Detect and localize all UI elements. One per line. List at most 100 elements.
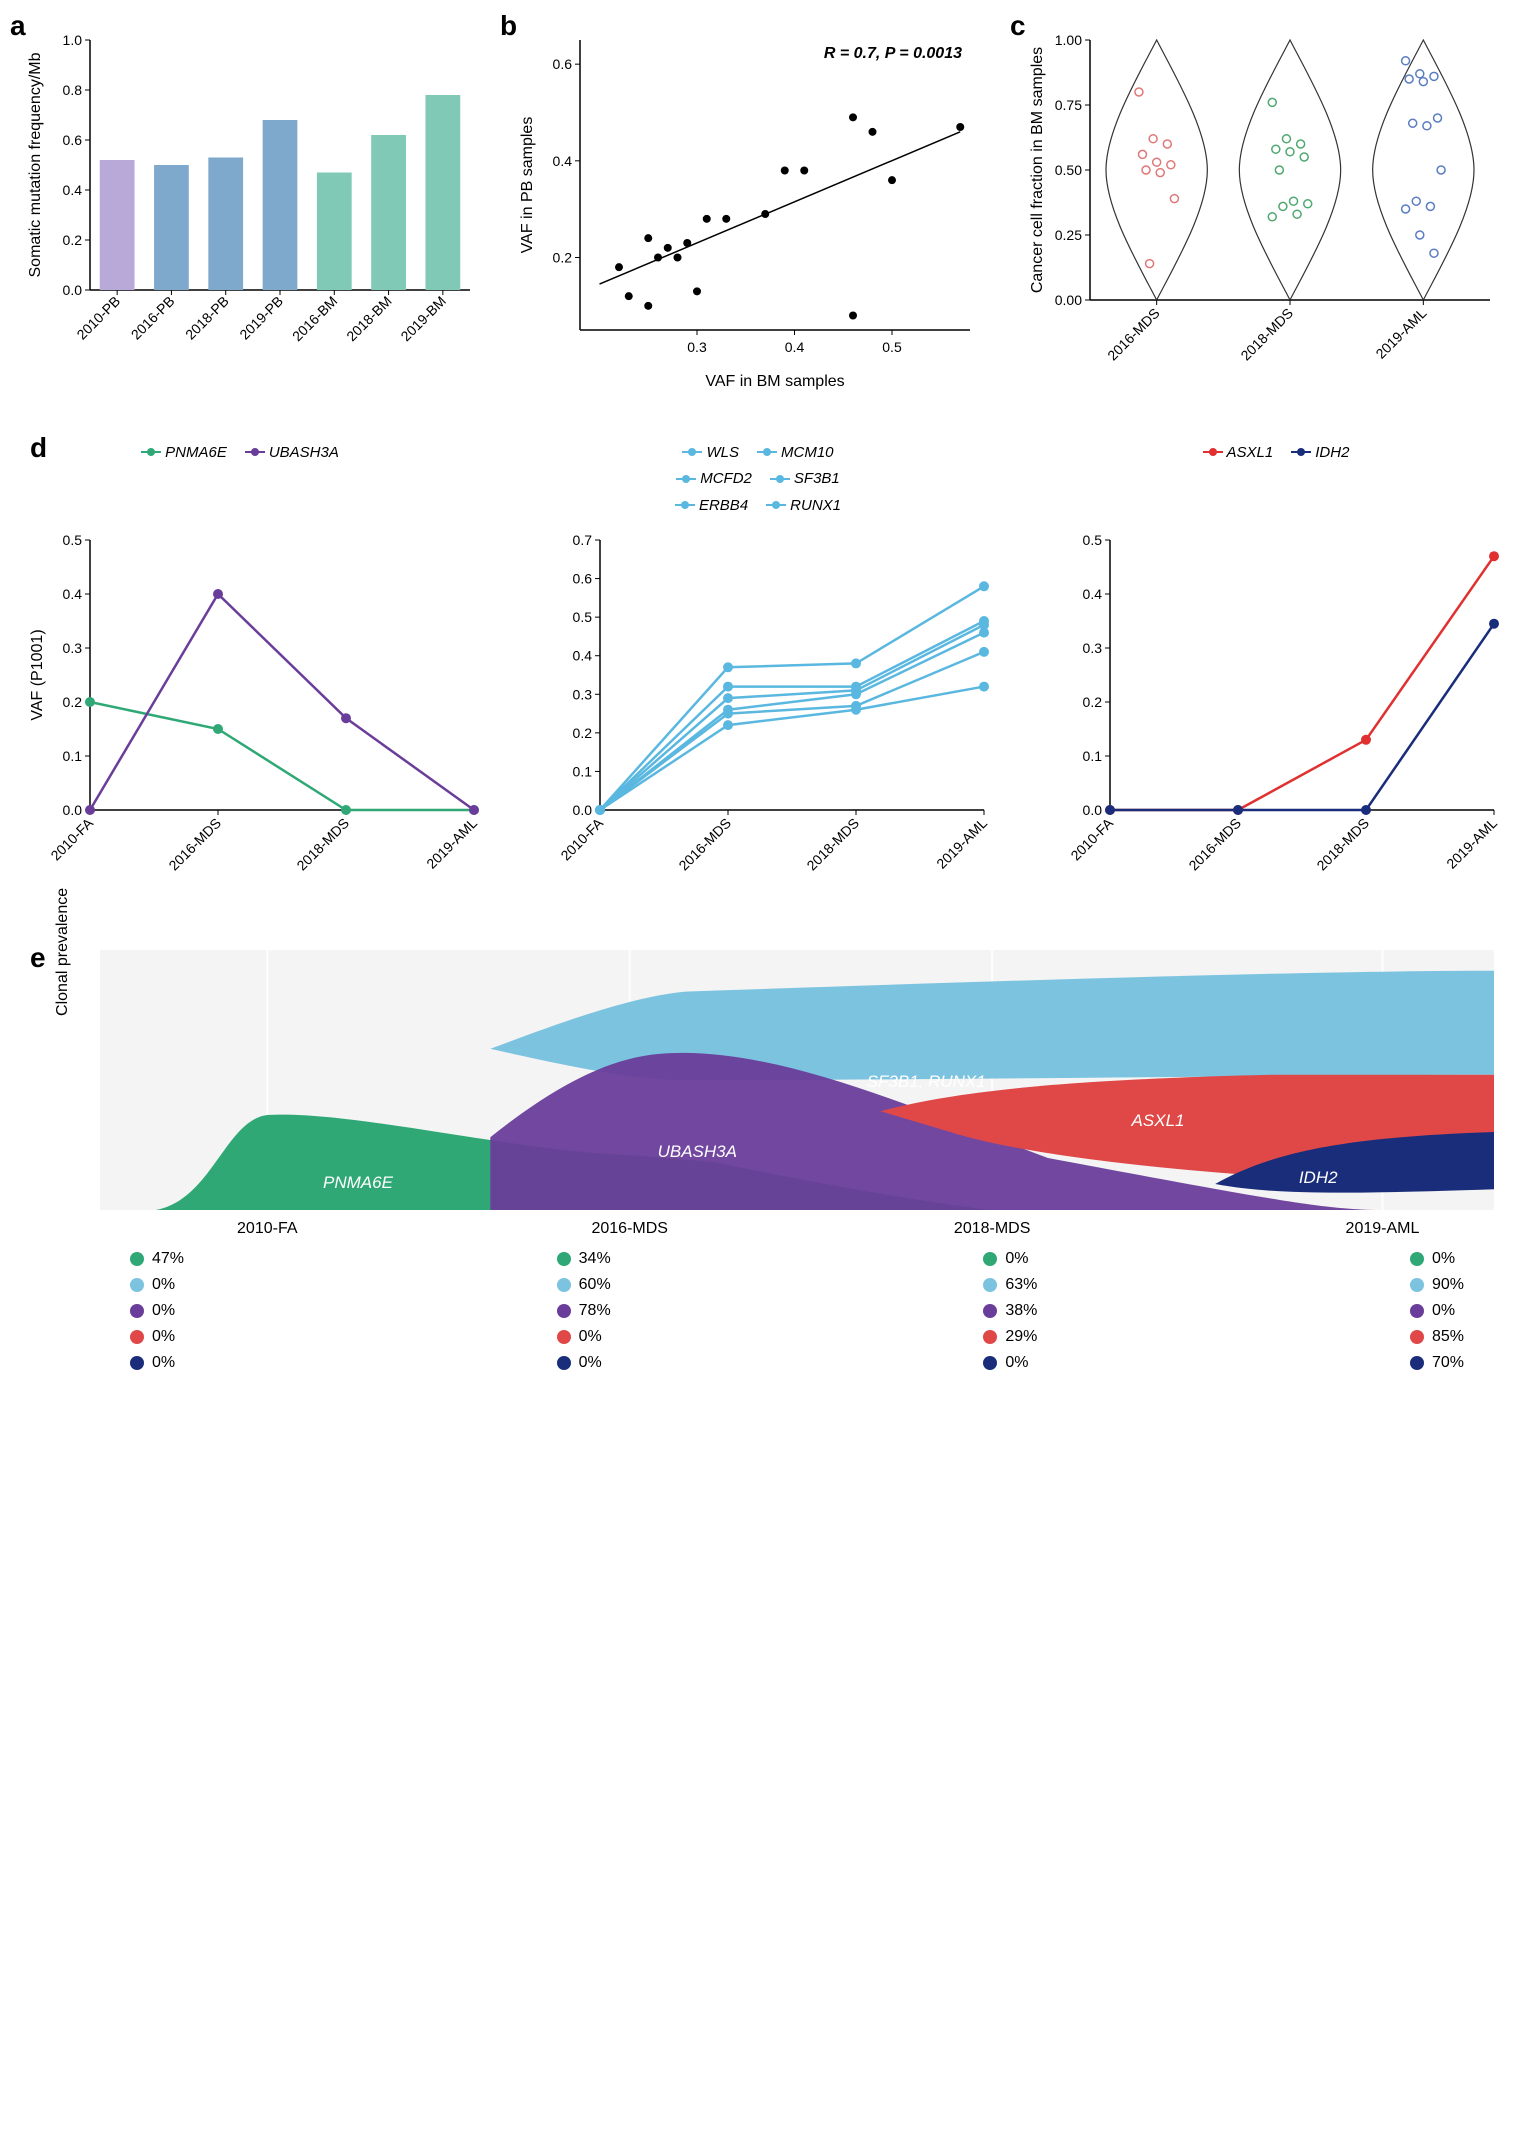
legend-label: UBASH3A bbox=[269, 444, 339, 461]
svg-text:0.4: 0.4 bbox=[785, 339, 805, 355]
pct-dot bbox=[1410, 1330, 1424, 1344]
pct-dot bbox=[983, 1252, 997, 1266]
pct-value: 0% bbox=[152, 1276, 175, 1294]
legend-item: ERBB4 bbox=[675, 497, 748, 514]
legend-label: RUNX1 bbox=[790, 497, 841, 514]
svg-text:2019-PB: 2019-PB bbox=[236, 293, 286, 343]
panel-b: b 0.30.40.50.20.40.6R = 0.7, P = 0.0013V… bbox=[510, 20, 990, 400]
panel-b-label: b bbox=[500, 10, 517, 42]
pct-value: 78% bbox=[579, 1302, 611, 1320]
svg-text:2010-PB: 2010-PB bbox=[73, 293, 123, 343]
legend-label: SF3B1 bbox=[794, 470, 840, 487]
pct-row: 0% bbox=[130, 1276, 184, 1294]
svg-text:VAF in PB samples: VAF in PB samples bbox=[519, 117, 536, 254]
svg-text:Cancer cell fraction in BM sam: Cancer cell fraction in BM samples bbox=[1029, 47, 1046, 293]
svg-text:R = 0.7, P = 0.0013: R = 0.7, P = 0.0013 bbox=[824, 45, 962, 62]
svg-text:0.5: 0.5 bbox=[573, 609, 593, 625]
panel-c-label: c bbox=[1010, 10, 1026, 42]
clone-label: SF3B1, RUNX1 bbox=[867, 1072, 986, 1092]
svg-text:0.4: 0.4 bbox=[63, 586, 83, 602]
legend-col: PNMA6E UBASH3A bbox=[20, 440, 478, 467]
legend-swatch bbox=[682, 451, 702, 453]
pct-value: 0% bbox=[1005, 1354, 1028, 1372]
clone-label: PNMA6E bbox=[323, 1173, 393, 1193]
svg-text:0.5: 0.5 bbox=[1083, 532, 1103, 548]
svg-text:2018-PB: 2018-PB bbox=[182, 293, 232, 343]
pct-row: 0% bbox=[1410, 1250, 1464, 1268]
chart-a: 0.00.20.40.60.81.02010-PB2016-PB2018-PB2… bbox=[20, 20, 480, 400]
fishplot: PNMA6EUBASH3ASF3B1, RUNX1ASXL1IDH22010-F… bbox=[100, 950, 1494, 1210]
clone-label: IDH2 bbox=[1299, 1168, 1338, 1188]
pct-row: 0% bbox=[130, 1354, 184, 1372]
panel-d-label: d bbox=[30, 432, 47, 464]
svg-text:0.5: 0.5 bbox=[63, 532, 83, 548]
timepoint-label: 2010-FA bbox=[237, 1220, 297, 1238]
svg-text:2010-FA: 2010-FA bbox=[557, 814, 606, 863]
svg-text:2016-PB: 2016-PB bbox=[128, 293, 178, 343]
legend-item: UBASH3A bbox=[245, 444, 339, 461]
panel-a: a 0.00.20.40.60.81.02010-PB2016-PB2018-P… bbox=[20, 20, 480, 400]
svg-text:0.3: 0.3 bbox=[63, 640, 83, 656]
pct-value: 90% bbox=[1432, 1276, 1464, 1294]
pct-row: 70% bbox=[1410, 1354, 1464, 1372]
svg-text:0.75: 0.75 bbox=[1055, 97, 1082, 113]
pct-dot bbox=[1410, 1278, 1424, 1292]
svg-text:0.4: 0.4 bbox=[1083, 586, 1103, 602]
svg-text:2018-MDS: 2018-MDS bbox=[1237, 305, 1296, 364]
svg-text:0.4: 0.4 bbox=[63, 182, 83, 198]
pct-row: 0% bbox=[983, 1250, 1037, 1268]
svg-text:0.2: 0.2 bbox=[63, 232, 83, 248]
pct-dot bbox=[130, 1330, 144, 1344]
svg-text:0.0: 0.0 bbox=[1083, 802, 1103, 818]
svg-text:VAF in BM samples: VAF in BM samples bbox=[705, 373, 844, 390]
pct-row: 60% bbox=[557, 1276, 611, 1294]
panel-c: c 0.000.250.500.751.002016-MDS2018-MDS20… bbox=[1020, 20, 1500, 400]
pct-col: 47%0%0%0%0% bbox=[130, 1250, 184, 1372]
legend-item: MCFD2 bbox=[676, 470, 752, 487]
legend-label: IDH2 bbox=[1315, 444, 1349, 461]
svg-text:Somatic mutation frequency/Mb: Somatic mutation frequency/Mb bbox=[27, 52, 44, 277]
pct-row: 0% bbox=[557, 1328, 611, 1346]
svg-text:2018-MDS: 2018-MDS bbox=[1313, 814, 1372, 873]
pct-col: 0% 63% 38% 29% 0% bbox=[983, 1250, 1037, 1372]
pct-row: 0% bbox=[130, 1328, 184, 1346]
pct-dot bbox=[130, 1252, 144, 1266]
chart-b: 0.30.40.50.20.40.6R = 0.7, P = 0.0013VAF… bbox=[510, 20, 990, 400]
pct-row: 0% bbox=[983, 1354, 1037, 1372]
svg-text:2016-BM: 2016-BM bbox=[289, 293, 340, 344]
legend-swatch bbox=[676, 478, 696, 480]
svg-text:0.6: 0.6 bbox=[573, 570, 593, 586]
legend-item: MCM10 bbox=[757, 444, 834, 461]
pct-row: 0% bbox=[130, 1302, 184, 1320]
pct-row: 63% bbox=[983, 1276, 1037, 1294]
legend-swatch bbox=[770, 478, 790, 480]
legend-col: WLSMCM10MCFD2SF3B1ERBB4RUNX1 bbox=[538, 440, 996, 520]
legend-swatch bbox=[757, 451, 777, 453]
legend-swatch bbox=[675, 504, 695, 506]
pct-value: 0% bbox=[1432, 1302, 1455, 1320]
svg-text:2010-FA: 2010-FA bbox=[47, 814, 96, 863]
legend-item: PNMA6E bbox=[141, 444, 227, 461]
pct-value: 70% bbox=[1432, 1354, 1464, 1372]
legend-swatch bbox=[1291, 451, 1311, 453]
pct-dot bbox=[1410, 1304, 1424, 1318]
svg-text:0.2: 0.2 bbox=[63, 694, 83, 710]
figure-root: a 0.00.20.40.60.81.02010-PB2016-PB2018-P… bbox=[20, 20, 1514, 1372]
pct-value: 0% bbox=[152, 1354, 175, 1372]
timepoint-label: 2016-MDS bbox=[591, 1220, 667, 1238]
pct-row: 38% bbox=[983, 1302, 1037, 1320]
panel-e-label: e bbox=[30, 942, 46, 974]
svg-text:2016-MDS: 2016-MDS bbox=[165, 814, 224, 873]
pct-value: 0% bbox=[1432, 1250, 1455, 1268]
svg-text:2016-MDS: 2016-MDS bbox=[1104, 305, 1163, 364]
svg-text:2019-AML: 2019-AML bbox=[933, 814, 990, 871]
svg-text:1.0: 1.0 bbox=[63, 32, 83, 48]
panel-e: e Clonal prevalence PNMA6EUBASH3ASF3B1, … bbox=[20, 950, 1514, 1372]
svg-text:0.2: 0.2 bbox=[573, 724, 593, 740]
chart-d2: 0.00.10.20.30.40.50.60.72010-FA2016-MDS2… bbox=[530, 530, 1000, 910]
pct-value: 29% bbox=[1005, 1328, 1037, 1346]
svg-text:1.00: 1.00 bbox=[1055, 32, 1082, 48]
pct-dot bbox=[983, 1330, 997, 1344]
row-d-charts: 0.00.10.20.30.40.52010-FA2016-MDS2018-MD… bbox=[20, 530, 1514, 910]
svg-text:2018-BM: 2018-BM bbox=[343, 293, 394, 344]
